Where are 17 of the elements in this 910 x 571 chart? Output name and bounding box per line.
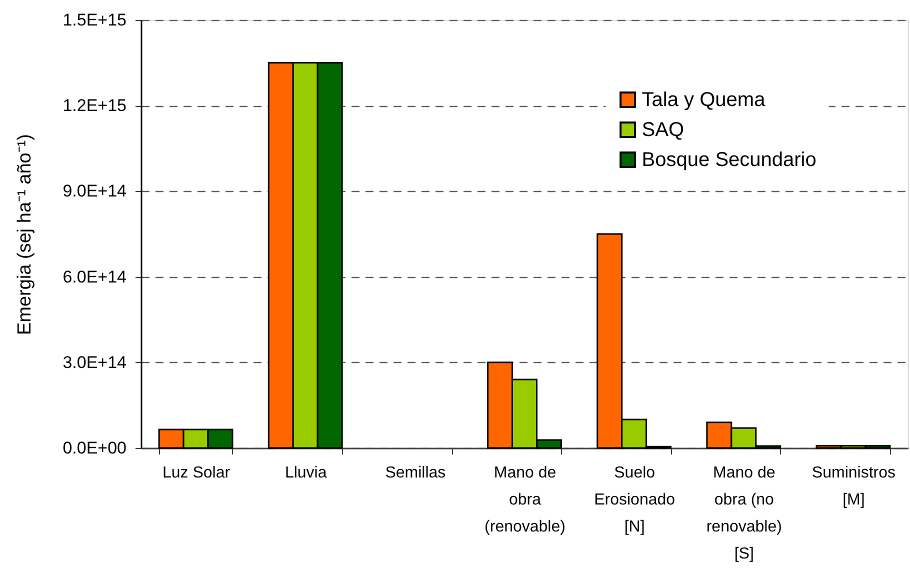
x-tick-label: Lluvia	[284, 464, 327, 482]
y-tick-label: 9.0E+14	[62, 182, 126, 201]
x-tick-label: Luz Solar	[162, 464, 231, 482]
y-axis-title: Emergia (sej ha⁻¹ año⁻¹)	[14, 134, 36, 336]
x-tick-label: Suelo Erosionado [N]	[594, 464, 676, 536]
x-tick-label: Mano de obra (renovable)	[484, 464, 566, 536]
y-tick-label: 6.0E+14	[62, 267, 126, 286]
x-tick-label: Suministros [M]	[812, 464, 896, 508]
y-tick-label: 0.0E+00	[62, 438, 126, 458]
x-tick-label: Semillas	[385, 464, 446, 482]
y-tick-label: 1.2E+15	[62, 96, 126, 116]
y-tick-label: 3.0E+14	[62, 352, 126, 372]
legend-label: Tala y Quema	[642, 88, 766, 111]
legend-label: SAQ	[642, 118, 684, 141]
y-tick-label: 1.5E+15	[62, 10, 126, 30]
x-tick-label: Mano de obra (no renovable) [S]	[706, 464, 782, 562]
legend-label: Bosque Secundario	[642, 148, 816, 171]
